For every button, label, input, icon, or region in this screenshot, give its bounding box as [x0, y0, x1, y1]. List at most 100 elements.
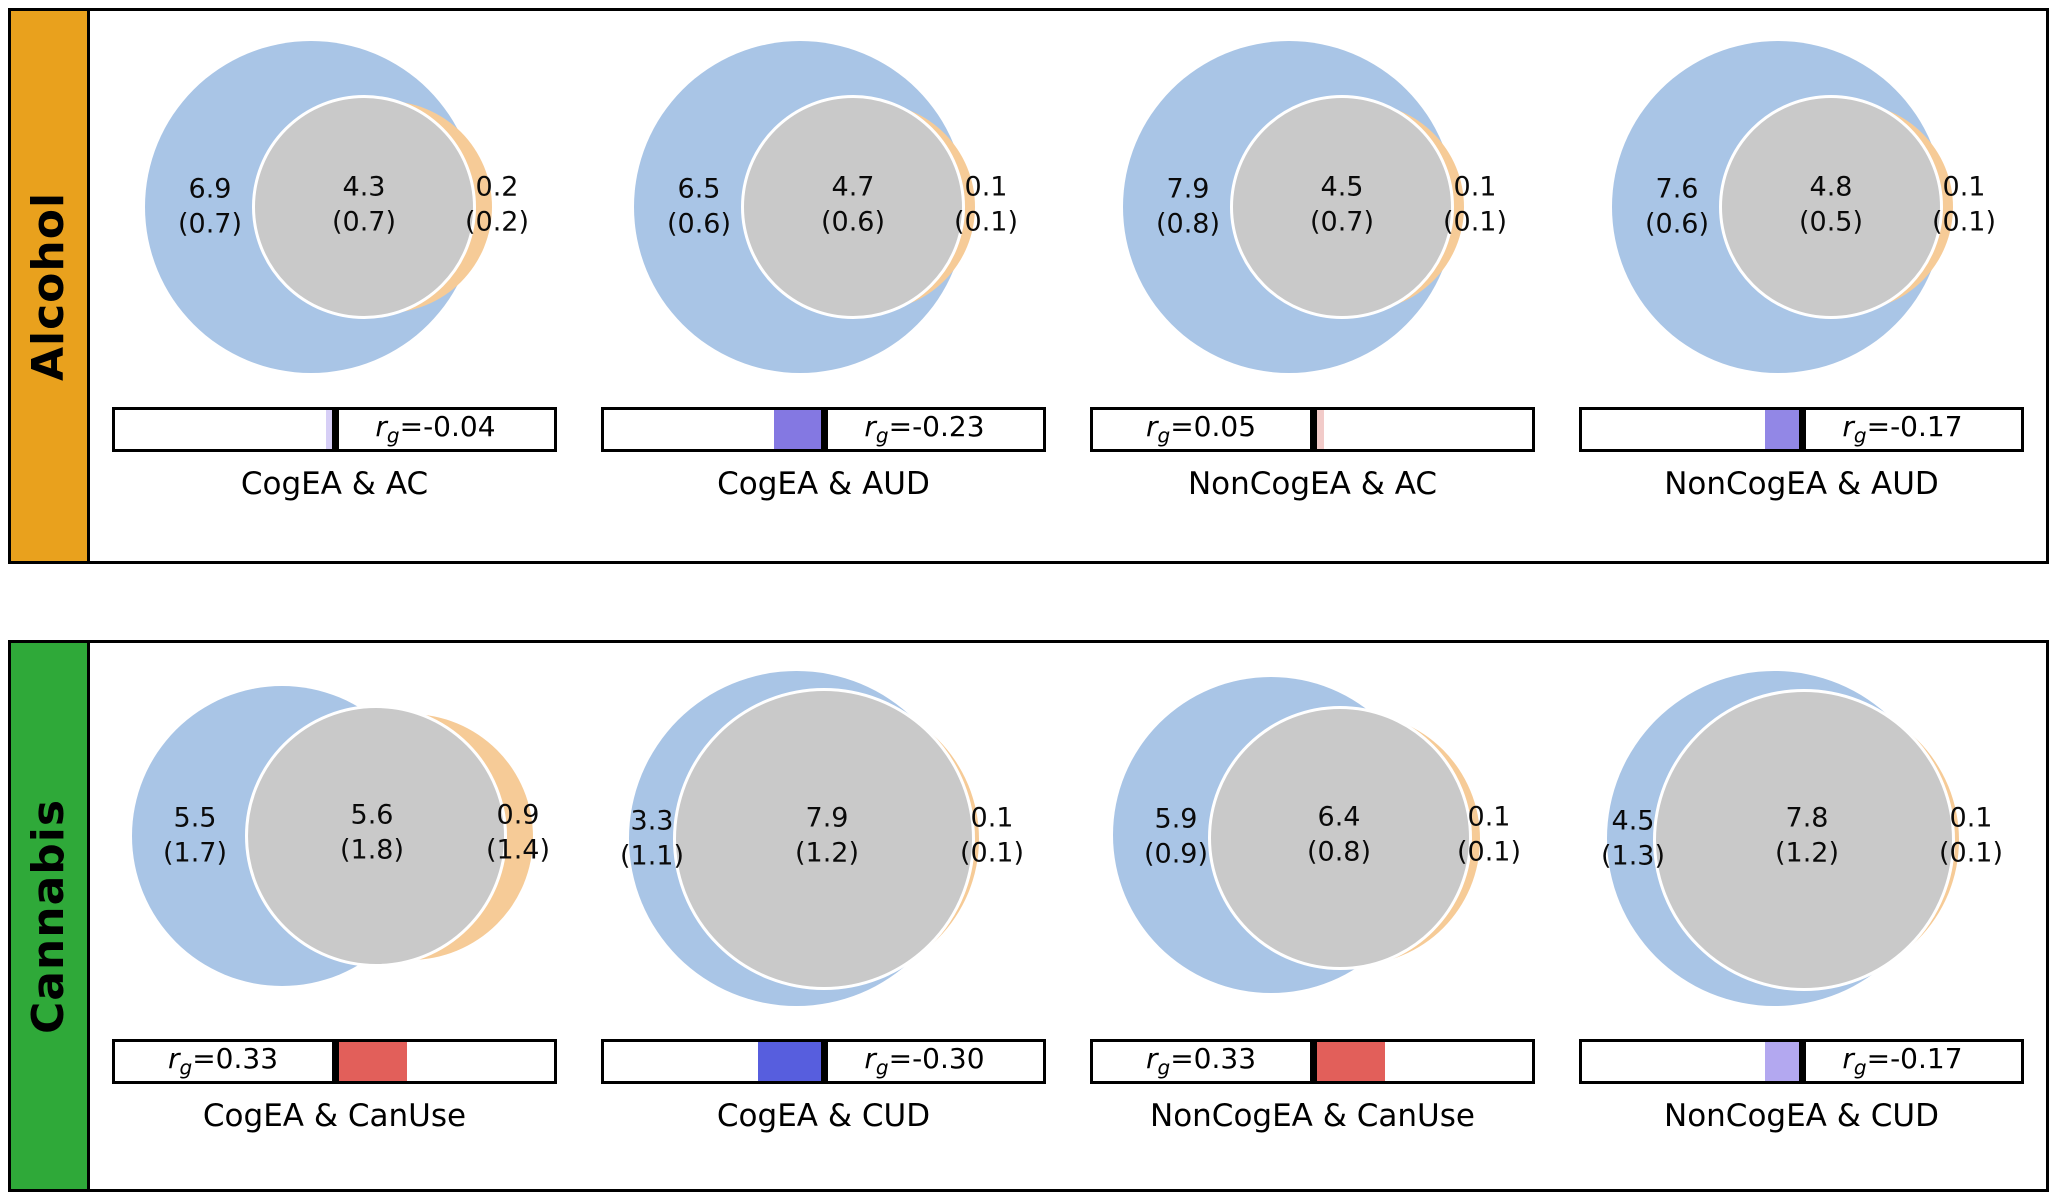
venn-diagram: 3.3 (1.1) 7.9 (1.2) 0.1 (0.1) [579, 661, 1068, 1029]
set2-only-estimate: 0.1 (0.1) [1443, 170, 1507, 239]
estimate-se: (1.3) [1600, 840, 1666, 871]
overlap-circle [245, 705, 507, 967]
overlap-circle [1719, 95, 1943, 319]
pair-label: NonCogEA & AUD [1664, 466, 1939, 502]
set2-only-estimate: 0.1 (0.1) [960, 801, 1024, 870]
pair-label: CogEA & AC [240, 466, 429, 502]
set2-only-estimate: 0.1 (0.1) [1939, 801, 2003, 870]
rg-bar-segment [334, 1042, 407, 1081]
venn-diagram: 7.6 (0.6) 4.8 (0.5) 0.1 (0.1) [1557, 29, 2046, 397]
estimate-value: 0.1 [1467, 801, 1511, 833]
rg-bar: rg=-0.30 [601, 1039, 1046, 1084]
set1-only-estimate: 5.9 (0.9) [1144, 802, 1208, 871]
estimate-value: 7.9 [1166, 173, 1210, 205]
set1-only-estimate: 4.5 (1.3) [1601, 804, 1665, 873]
overlap-circle [252, 95, 476, 319]
estimate-value: 0.9 [496, 799, 540, 831]
group-label-cannabis: Cannabis [23, 798, 75, 1034]
estimate-se: (1.8) [339, 834, 405, 865]
estimate-se: (0.2) [464, 206, 530, 237]
estimate-value: 7.6 [1655, 173, 1699, 205]
estimate-value: 4.7 [831, 171, 875, 203]
estimate-value: 0.1 [1453, 171, 1497, 203]
overlap-circle [1208, 706, 1472, 970]
rg-zero-tick [820, 1042, 828, 1081]
rg-bar: rg=0.33 [1090, 1039, 1535, 1084]
set1-only-estimate: 6.5 (0.6) [667, 172, 731, 241]
rg-bar: rg=-0.17 [1579, 1039, 2024, 1084]
venn-diagram: 7.9 (0.8) 4.5 (0.7) 0.1 (0.1) [1068, 29, 1557, 397]
rg-zero-tick [1798, 1042, 1806, 1081]
estimate-se: (0.1) [1442, 206, 1508, 237]
rg-bar: rg=-0.23 [601, 407, 1046, 452]
group-label-alcohol: Alcohol [23, 191, 75, 381]
venn-panel-noncogea-canuse: 5.9 (0.9) 6.4 (0.8) 0.1 (0.1) rg=0. [1068, 661, 1557, 1189]
estimate-se: (0.7) [1309, 206, 1375, 237]
overlap-estimate: 4.5 (0.7) [1310, 170, 1374, 239]
overlap-estimate: 4.7 (0.6) [821, 170, 885, 239]
cannabis-row: Cannabis 5.5 (1.7) 5.6 (1.8) [8, 640, 2049, 1192]
rg-zero-tick [820, 410, 828, 449]
estimate-value: 0.1 [1949, 802, 1993, 834]
rg-zero-tick [1309, 1042, 1317, 1081]
pair-label: CogEA & AUD [717, 466, 930, 502]
estimate-value: 5.6 [350, 799, 394, 831]
rg-value-text: rg=-0.17 [1842, 1041, 1963, 1080]
set1-only-estimate: 5.5 (1.7) [163, 801, 227, 870]
rg-bar-segment [773, 410, 824, 449]
rg-bar: rg=0.33 [112, 1039, 557, 1084]
estimate-value: 0.1 [970, 802, 1014, 834]
estimate-se: (0.8) [1155, 208, 1221, 239]
overlap-estimate: 4.8 (0.5) [1799, 170, 1863, 239]
estimate-se: (0.6) [820, 206, 886, 237]
estimate-se: (0.1) [959, 837, 1025, 868]
rg-value-text: rg=-0.17 [1842, 409, 1963, 448]
rg-zero-tick [331, 410, 339, 449]
rg-value-text: rg=0.33 [167, 1041, 279, 1080]
set1-only-estimate: 7.6 (0.6) [1645, 172, 1709, 241]
venn-panel-cogea-cud: 3.3 (1.1) 7.9 (1.2) 0.1 (0.1) rg=-0 [579, 661, 1068, 1189]
rg-zero-tick [331, 1042, 339, 1081]
rg-bar-segment [1764, 410, 1802, 449]
venn-panel-cogea-aud: 6.5 (0.6) 4.7 (0.6) 0.1 (0.1) rg=-0 [579, 29, 1068, 561]
estimate-se: (1.1) [619, 840, 685, 871]
pair-label: NonCogEA & CUD [1664, 1098, 1939, 1134]
estimate-value: 0.2 [475, 171, 519, 203]
pair-label: NonCogEA & AC [1187, 466, 1438, 502]
estimate-value: 4.5 [1320, 171, 1364, 203]
venn-panel-cogea-canuse: 5.5 (1.7) 5.6 (1.8) 0.9 (1.4) rg=0. [90, 661, 579, 1189]
alcohol-panel-box: 6.9 (0.7) 4.3 (0.7) 0.2 (0.2) rg=-0 [87, 8, 2049, 564]
estimate-value: 7.8 [1785, 802, 1829, 834]
alcohol-row: Alcohol 6.9 (0.7) 4.3 (0.7) [8, 8, 2049, 564]
pair-label: CogEA & CUD [716, 1098, 931, 1134]
rg-value-text: rg=-0.23 [864, 409, 985, 448]
estimate-value: 6.9 [188, 173, 232, 205]
estimate-se: (1.2) [794, 837, 860, 868]
venn-diagram: 6.9 (0.7) 4.3 (0.7) 0.2 (0.2) [90, 29, 579, 397]
estimate-value: 4.3 [342, 171, 386, 203]
overlap-estimate: 4.3 (0.7) [332, 170, 396, 239]
rg-bar: rg=-0.17 [1579, 407, 2024, 452]
estimate-se: (1.7) [162, 837, 228, 868]
estimate-se: (1.4) [485, 834, 551, 865]
rg-zero-tick [1798, 410, 1806, 449]
venn-panel-noncogea-aud: 7.6 (0.6) 4.8 (0.5) 0.1 (0.1) rg=-0 [1557, 29, 2046, 561]
venn-diagram: 4.5 (1.3) 7.8 (1.2) 0.1 (0.1) [1557, 661, 2046, 1029]
venn-diagram: 6.5 (0.6) 4.7 (0.6) 0.1 (0.1) [579, 29, 1068, 397]
cannabis-panel-box: 5.5 (1.7) 5.6 (1.8) 0.9 (1.4) rg=0. [87, 640, 2049, 1192]
estimate-se: (0.1) [953, 206, 1019, 237]
overlap-estimate: 7.9 (1.2) [795, 801, 859, 870]
venn-panel-noncogea-cud: 4.5 (1.3) 7.8 (1.2) 0.1 (0.1) rg=-0 [1557, 661, 2046, 1189]
overlap-estimate: 7.8 (1.2) [1775, 801, 1839, 870]
venn-diagram: 5.5 (1.7) 5.6 (1.8) 0.9 (1.4) [90, 661, 579, 1029]
set2-only-estimate: 0.1 (0.1) [954, 170, 1018, 239]
rg-value-text: rg=-0.04 [375, 409, 496, 448]
venn-diagram: 5.9 (0.9) 6.4 (0.8) 0.1 (0.1) [1068, 661, 1557, 1029]
rg-bar: rg=0.05 [1090, 407, 1535, 452]
overlap-estimate: 5.6 (1.8) [340, 798, 404, 867]
rg-bar-segment [325, 410, 335, 449]
estimate-se: (0.8) [1306, 836, 1372, 867]
rg-bar-segment [1312, 1042, 1385, 1081]
set2-only-estimate: 0.1 (0.1) [1932, 170, 1996, 239]
